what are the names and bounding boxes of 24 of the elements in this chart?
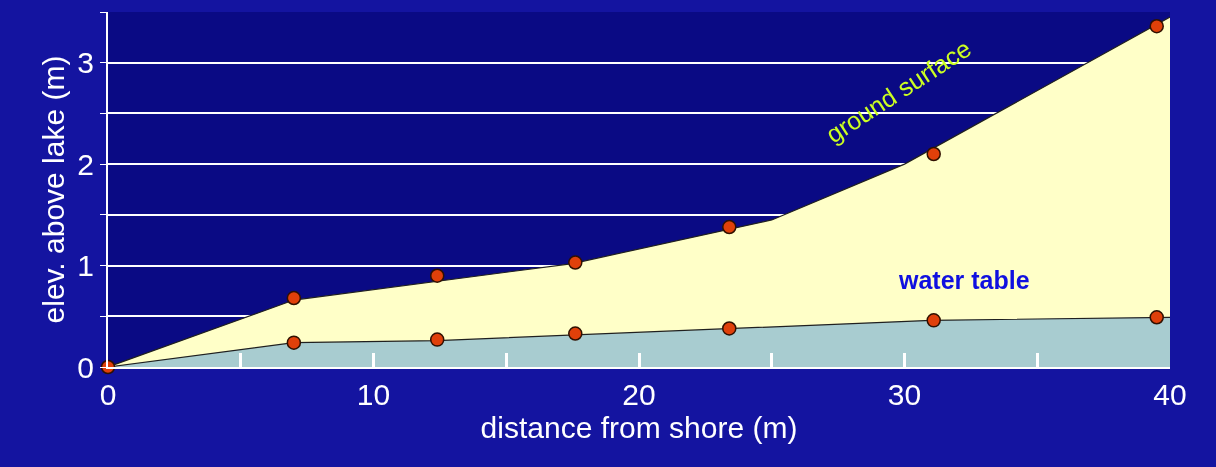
- y-tick-label: 0: [77, 350, 94, 384]
- point: [286, 335, 302, 350]
- point: [722, 321, 737, 336]
- point: [926, 313, 941, 328]
- point: [1149, 310, 1164, 325]
- y-tick-label: 2: [77, 147, 94, 181]
- x-tick-label: 10: [356, 378, 391, 411]
- y-tick-label: 3: [77, 46, 94, 80]
- point: [429, 332, 445, 347]
- point: [568, 326, 583, 341]
- point: [286, 290, 302, 306]
- point: [722, 219, 737, 235]
- point: [429, 268, 445, 283]
- x-tick-label: 0: [99, 378, 117, 411]
- x-tick-label: 20: [622, 378, 656, 411]
- y-axis-title: elev. above lake (m): [36, 55, 70, 324]
- point: [926, 146, 941, 162]
- x-axis-title: distance from shore (m): [480, 411, 798, 444]
- point: [568, 255, 583, 270]
- x-tick-label: 40: [1153, 378, 1187, 411]
- x-tick-label: 30: [887, 378, 922, 411]
- point: [1149, 18, 1164, 34]
- annotation: water table: [898, 266, 1030, 294]
- y-tick-label: 1: [77, 249, 94, 283]
